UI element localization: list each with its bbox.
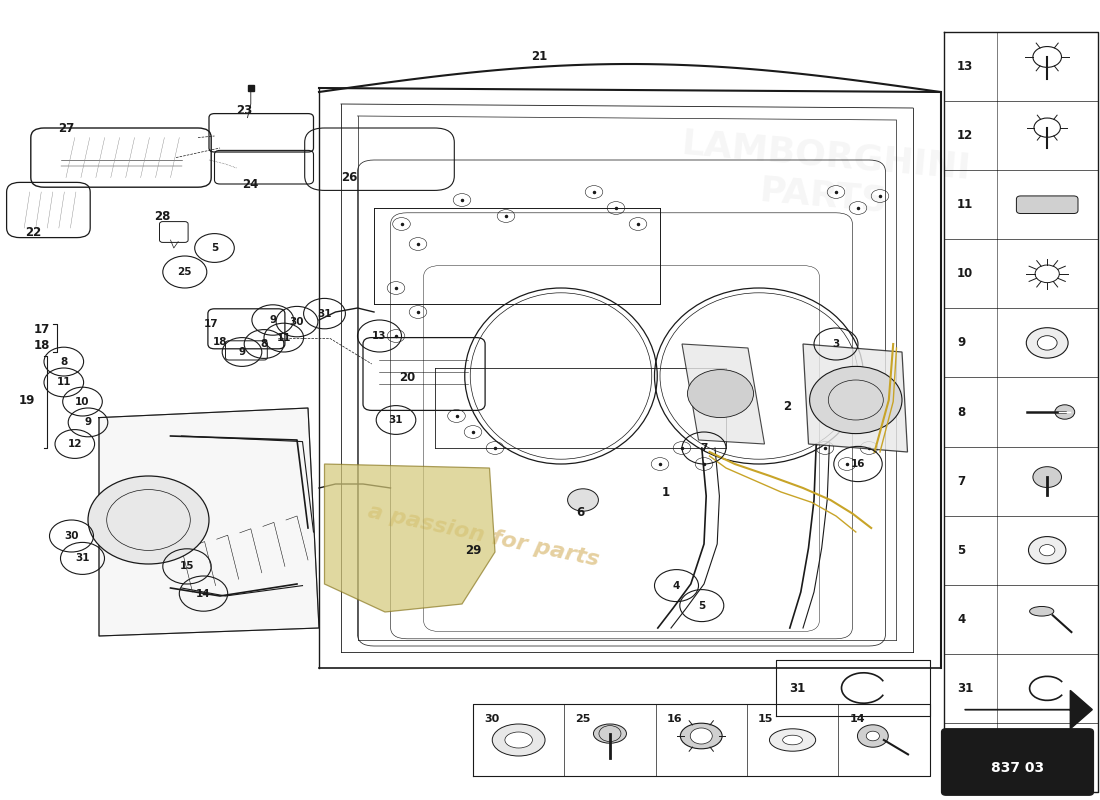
Text: 6: 6: [576, 506, 585, 518]
Text: 31: 31: [75, 554, 90, 563]
Text: 10: 10: [957, 267, 974, 280]
Text: LAMBORGHINI
PARTS: LAMBORGHINI PARTS: [678, 126, 972, 226]
Text: 9: 9: [85, 418, 91, 427]
Text: 20: 20: [399, 371, 415, 384]
Circle shape: [688, 370, 754, 418]
Text: 25: 25: [575, 714, 591, 723]
Text: 14: 14: [849, 714, 865, 723]
Circle shape: [1037, 336, 1057, 350]
Text: 18: 18: [34, 339, 50, 352]
Text: 15: 15: [758, 714, 773, 723]
Text: 24: 24: [243, 178, 258, 190]
Text: 17: 17: [204, 319, 219, 329]
Polygon shape: [965, 690, 1092, 729]
Text: 5: 5: [957, 544, 966, 557]
Text: 12: 12: [957, 129, 974, 142]
Text: 9: 9: [270, 315, 276, 325]
FancyBboxPatch shape: [942, 729, 1093, 795]
Text: 16: 16: [667, 714, 682, 723]
Text: 29: 29: [465, 544, 481, 557]
Text: 19: 19: [19, 394, 34, 406]
Text: 837 03: 837 03: [991, 761, 1044, 775]
Text: a passion for parts: a passion for parts: [366, 502, 602, 570]
Text: 14: 14: [196, 589, 211, 598]
Text: 27: 27: [58, 122, 74, 134]
Text: 10: 10: [75, 397, 90, 406]
Text: 8: 8: [60, 357, 67, 366]
Text: 9: 9: [957, 337, 966, 350]
Text: 11: 11: [957, 198, 974, 211]
Text: 11: 11: [56, 378, 72, 387]
Circle shape: [1055, 405, 1075, 419]
Text: 23: 23: [236, 104, 252, 117]
Text: 5: 5: [211, 243, 218, 253]
Text: 3: 3: [957, 751, 965, 764]
Ellipse shape: [783, 735, 802, 745]
Circle shape: [568, 489, 598, 511]
Text: 15: 15: [179, 562, 195, 571]
Polygon shape: [99, 408, 319, 636]
Text: 7: 7: [957, 474, 965, 487]
Text: 3: 3: [833, 339, 839, 349]
Ellipse shape: [594, 724, 627, 743]
Text: 16: 16: [850, 459, 866, 469]
Text: 31: 31: [317, 309, 332, 318]
Ellipse shape: [769, 729, 816, 751]
Text: 1: 1: [661, 486, 670, 499]
Circle shape: [810, 366, 902, 434]
Circle shape: [867, 731, 880, 741]
Text: 28: 28: [155, 210, 170, 222]
Circle shape: [1026, 328, 1068, 358]
Ellipse shape: [505, 732, 532, 748]
Text: 25: 25: [177, 267, 192, 277]
Text: 17: 17: [34, 323, 50, 336]
Text: 12: 12: [67, 439, 82, 449]
Text: 4: 4: [673, 581, 680, 590]
Polygon shape: [682, 344, 764, 444]
Text: 26: 26: [342, 171, 358, 184]
Ellipse shape: [1030, 606, 1054, 616]
Circle shape: [1040, 545, 1055, 556]
Text: 13: 13: [372, 331, 387, 341]
Polygon shape: [324, 464, 495, 612]
Circle shape: [1033, 466, 1062, 487]
Circle shape: [691, 728, 713, 744]
Ellipse shape: [680, 723, 723, 749]
Text: 11: 11: [276, 333, 292, 342]
Circle shape: [88, 476, 209, 564]
Ellipse shape: [1030, 742, 1052, 754]
Ellipse shape: [493, 724, 544, 756]
Text: 30: 30: [64, 531, 79, 541]
Polygon shape: [803, 344, 908, 452]
Text: 30: 30: [289, 317, 305, 326]
Text: 31: 31: [957, 682, 974, 695]
Text: 4: 4: [957, 613, 966, 626]
Text: 5: 5: [698, 601, 705, 610]
FancyBboxPatch shape: [1016, 196, 1078, 214]
Text: 30: 30: [484, 714, 499, 723]
Text: 7: 7: [701, 443, 707, 453]
Text: 18: 18: [212, 338, 228, 347]
Text: 31: 31: [388, 415, 404, 425]
Text: 8: 8: [261, 339, 267, 349]
Text: 2: 2: [783, 400, 792, 413]
Text: 22: 22: [25, 226, 41, 238]
Text: 9: 9: [239, 347, 245, 357]
Text: 13: 13: [957, 60, 974, 73]
Text: 31: 31: [789, 682, 805, 694]
Text: 8: 8: [957, 406, 966, 418]
Text: 21: 21: [531, 50, 547, 62]
Circle shape: [1028, 537, 1066, 564]
Circle shape: [858, 725, 889, 747]
